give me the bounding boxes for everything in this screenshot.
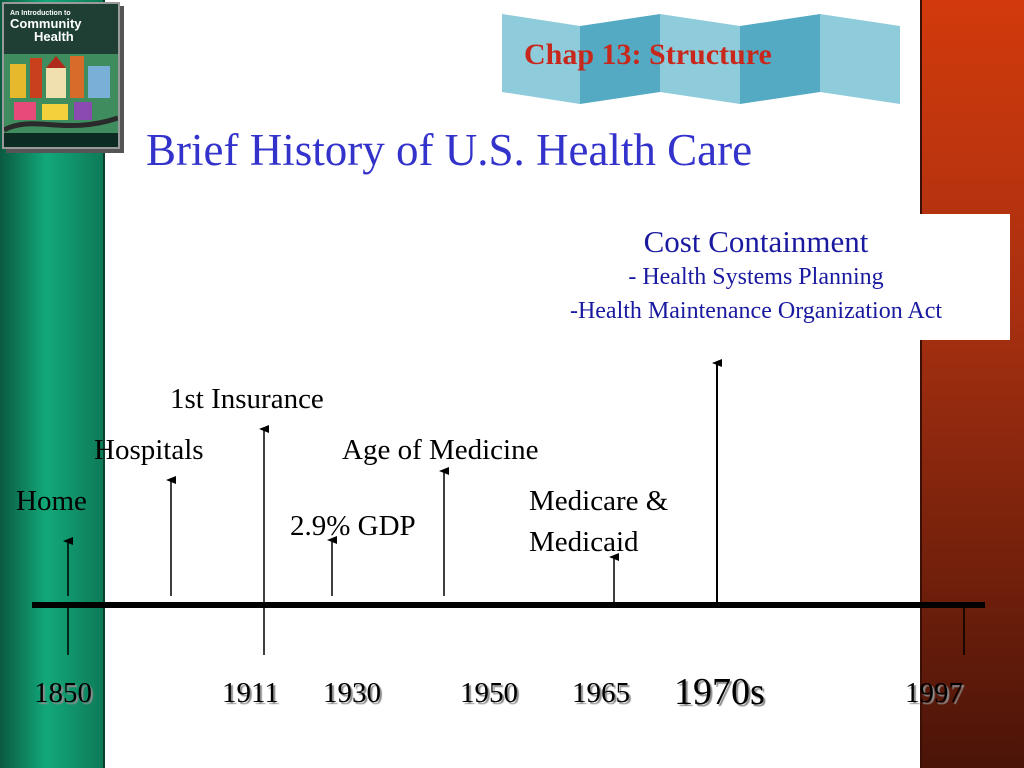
year-1911: 1911 [222,677,279,709]
year-1970s: 1970s [674,671,765,713]
book-cover-line2: Community [10,16,82,31]
event-medicare-line1: Medicare & [529,485,669,517]
event-gdp: 2.9% GDP [290,510,416,542]
cost-containment-item-hmo-act: -Health Maintenance Organization Act [569,298,943,324]
event-1st-insurance: 1st Insurance [170,383,324,415]
chapter-banner [502,14,900,104]
cost-containment-heading: Cost Containment [643,224,869,259]
book-cover-line1: An Introduction to [10,10,71,17]
event-age-of-medicine: Age of Medicine [342,434,539,466]
event-hospitals: Hospitals [94,434,204,466]
year-1997: 1997 [905,677,963,709]
book-cover-image: An Introduction to Community Health [2,2,120,149]
year-1930: 1930 [323,677,381,709]
page-title: Brief History of U.S. Health Care [146,125,753,175]
event-medicare-line2: Medicaid [529,526,639,558]
chapter-label: Chap 13: Structure [524,38,772,71]
cost-containment-item-planning: - Health Systems Planning [628,264,884,290]
year-1850: 1850 [34,677,92,709]
year-1965: 1965 [572,677,630,709]
book-cover-footer [4,133,118,147]
book-cover-title: An Introduction to Community Health [10,10,112,43]
event-home: Home [16,485,87,517]
city-illustration [4,54,118,134]
right-decor-bar [920,0,1024,768]
year-1950: 1950 [460,677,518,709]
cost-containment-box: Cost Containment - Health Systems Planni… [502,214,1010,340]
book-cover-line3: Health [34,29,74,44]
